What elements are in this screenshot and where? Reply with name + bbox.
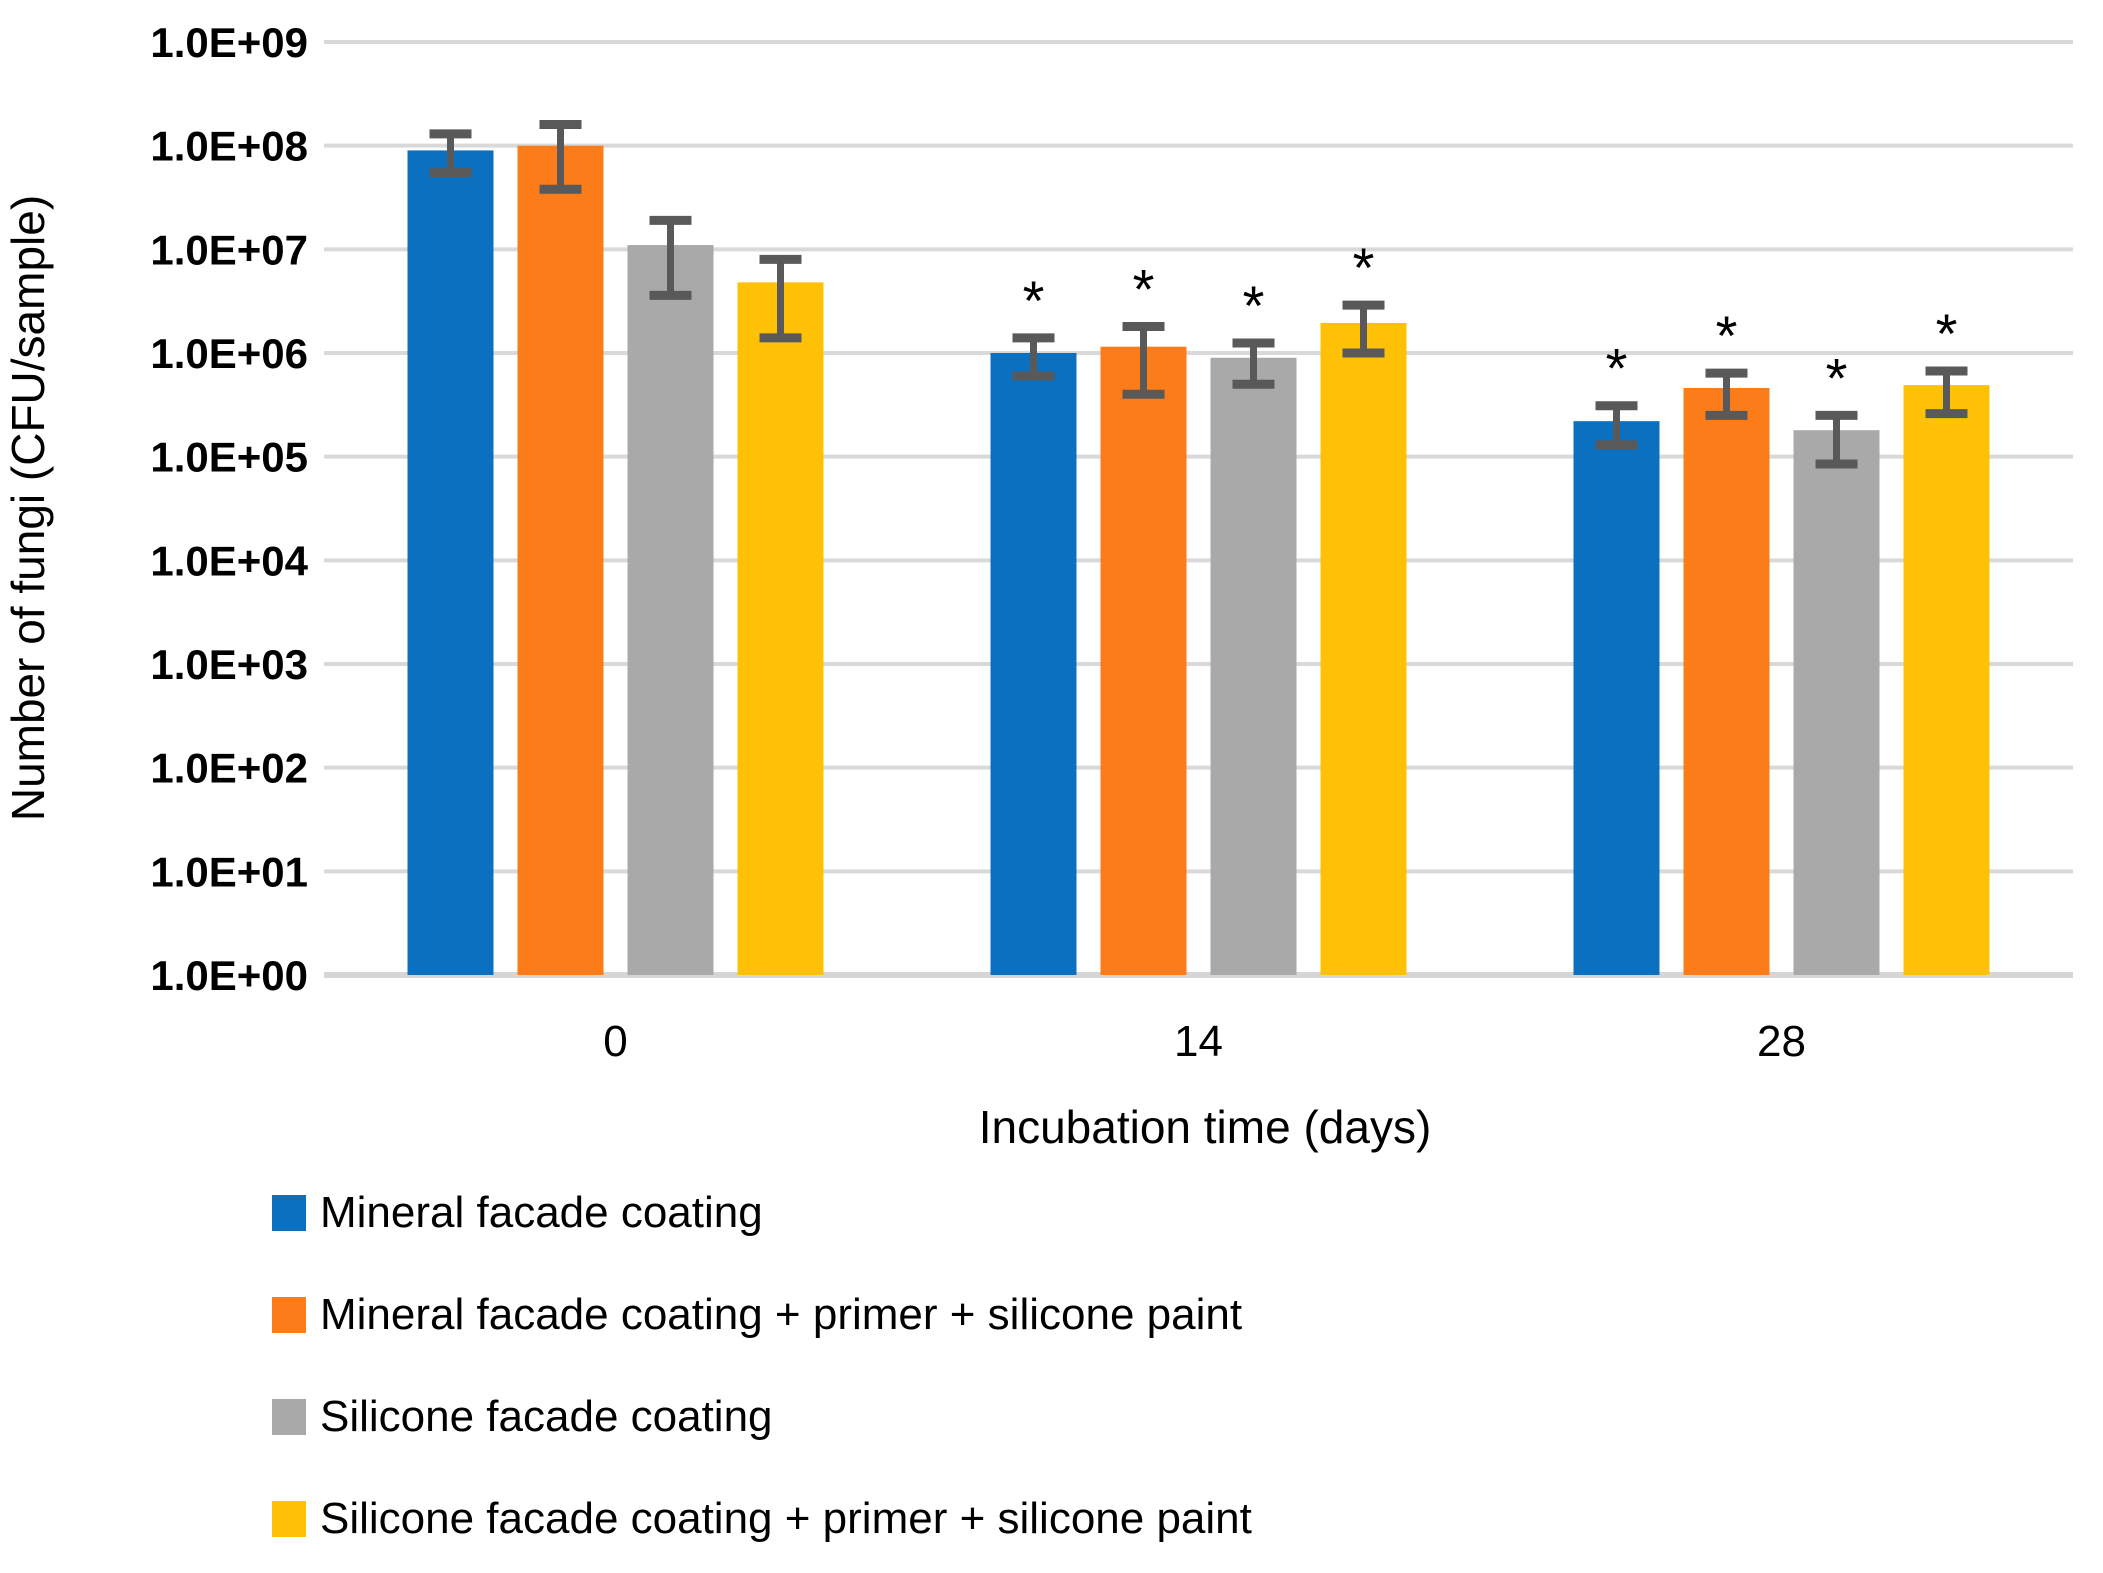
bar (517, 145, 604, 975)
legend-label: Silicone facade coating + primer + silic… (320, 1494, 1252, 1543)
y-tick-label: 1.0E+00 (150, 952, 308, 999)
significance-asterisk: * (1133, 258, 1155, 321)
bar (1100, 346, 1187, 976)
significance-asterisk: * (1716, 304, 1738, 367)
x-axis-tick-labels: 0 14 28 (603, 1017, 1806, 1066)
legend-swatch (272, 1195, 306, 1231)
y-tick-label: 1.0E+06 (150, 330, 308, 377)
significance-asterisk: * (1023, 269, 1045, 332)
significance-asterisk: * (1606, 337, 1628, 400)
legend-swatch (272, 1297, 306, 1333)
significance-asterisk: * (1826, 346, 1848, 409)
legend-swatch (272, 1501, 306, 1537)
y-tick-label: 1.0E+02 (150, 745, 308, 792)
significance-asterisk: * (1353, 236, 1375, 299)
significance-asterisk: * (1936, 302, 1958, 365)
x-tick-label: 14 (1174, 1017, 1223, 1066)
bar (627, 245, 714, 975)
bar (990, 353, 1077, 975)
legend-swatch (272, 1399, 306, 1435)
legend-label: Mineral facade coating (320, 1188, 763, 1237)
x-tick-label: 0 (603, 1017, 627, 1066)
y-tick-label: 1.0E+03 (150, 641, 308, 688)
error-bars (429, 120, 1968, 469)
bar (1573, 421, 1660, 976)
x-axis-title: Incubation time (days) (979, 1101, 1432, 1153)
x-tick-label: 28 (1757, 1017, 1806, 1066)
bar (1793, 430, 1880, 975)
bar (1320, 322, 1407, 975)
legend-item: Silicone facade coating (272, 1394, 1252, 1440)
legend: Mineral facade coating Mineral facade coa… (272, 1190, 1252, 1542)
significance-asterisk: * (1243, 274, 1265, 337)
y-tick-label: 1.0E+09 (150, 19, 308, 66)
bar (737, 282, 824, 975)
bar (1210, 357, 1297, 975)
y-tick-label: 1.0E+05 (150, 434, 308, 481)
legend-label: Silicone facade coating (320, 1392, 773, 1441)
legend-label: Mineral facade coating + primer + silico… (320, 1290, 1243, 1339)
chart-canvas: * * ****** 1.0E+091.0E+081.0E+071.0E+061.0… (2, 19, 2073, 1153)
y-tick-label: 1.0E+01 (150, 848, 308, 895)
bar (1683, 387, 1770, 975)
gridlines (324, 40, 2073, 978)
legend-item: Mineral facade coating + primer + silico… (272, 1292, 1252, 1338)
y-tick-label: 1.0E+07 (150, 226, 308, 273)
legend-item: Mineral facade coating (272, 1190, 1252, 1236)
bar (407, 150, 494, 976)
y-axis-title: Number of fungi (CFU/sample) (2, 195, 54, 821)
y-tick-label: 1.0E+08 (150, 123, 308, 170)
y-axis-tick-labels: 1.0E+09 1.0E+08 1.0E+07 1.0E+06 1.0E+05 1.0E+… (150, 19, 308, 999)
legend-item: Silicone facade coating + primer + silic… (272, 1496, 1252, 1542)
bar (1903, 385, 1990, 975)
y-tick-label: 1.0E+04 (150, 537, 308, 584)
bar-series (407, 145, 1990, 976)
significance-asterisks: * * * * * * * * (1023, 236, 1958, 409)
